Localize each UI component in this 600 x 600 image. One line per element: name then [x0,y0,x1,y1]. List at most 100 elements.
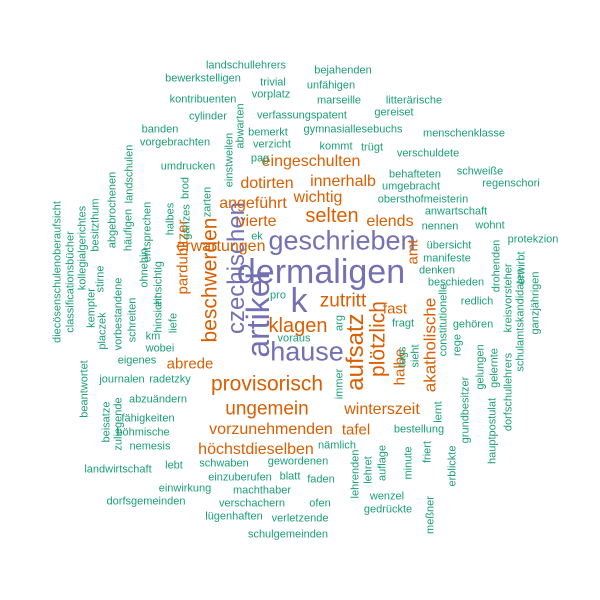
word: gereiset [374,106,414,119]
word: liefe [167,312,180,334]
word: ek [251,230,263,243]
word: schweiße [456,165,504,178]
word: schulamtskandidaten [514,268,527,372]
word: auflage [376,444,389,482]
word: immer [333,368,346,400]
word: hauptpostulat [486,397,499,465]
word: einzuberufen [208,471,272,484]
word: gymnasiallesebuchs [303,123,403,136]
word: fähigkeiten [121,412,175,425]
word: meßner [424,496,437,534]
word: nämlich [318,439,356,452]
word: friert [421,441,434,463]
word: kollegialgerichtes [76,205,89,291]
word: lebt [165,459,183,472]
word: ohnehin [138,248,151,288]
word: klagen [268,315,328,337]
word: akatholische [420,297,440,393]
word: regenschori [482,177,540,190]
word: schwaben [199,457,249,470]
word: landwirtschaft [84,463,152,476]
word: einstweilen [223,132,236,188]
word: wohnt [475,219,505,232]
word: innerhalb [310,173,376,190]
word: provisorisch [210,372,324,396]
word: placzek [96,312,109,350]
word: zutritt [319,290,367,312]
word: faden [307,473,335,486]
word: trivial [260,76,286,89]
word: abrede [166,355,214,373]
word: halbes [164,202,177,236]
word: protekzion [507,233,559,246]
word: beschieden [427,276,485,289]
word: vorgebrachten [139,136,211,149]
word: winterszeit [344,401,420,418]
word: lehrenden [349,449,362,499]
word: dotirten [240,175,294,192]
word: obersthofmeisterin [377,193,469,206]
word: journalen [99,373,145,386]
word: sieht [409,344,422,368]
word: ungemein [225,398,309,420]
word: voraus [277,332,311,345]
word: kontribuenten [169,93,237,106]
word: diecösenschulenoberaufsicht [51,201,64,343]
word: denken [418,264,456,277]
word: einwirkung [158,482,212,495]
word: bewerkstelligen [165,72,241,85]
word: umdrucken [160,160,216,173]
word: ganzjährigen [529,271,542,335]
word: classificationsbücher [64,231,77,333]
word: elends [366,213,414,230]
word: banden [141,123,179,136]
word: abwarten [234,103,247,149]
word: blatt [279,470,301,483]
word: abzuändern [128,393,188,406]
word: fast [382,300,408,318]
word: eingeschulten [261,153,361,170]
word: geschrieben [268,225,416,256]
word: ofen [309,497,331,510]
word: fragt [391,317,415,330]
word: erblickte [446,445,459,487]
word: marseille [316,94,362,107]
word: brod [179,176,192,200]
word: selten [305,205,359,227]
word: zarten [201,186,214,218]
word: menschenklasse [423,127,505,140]
word: verletzende [271,512,329,525]
word: pag [250,152,270,165]
word: kreisvorsteher [502,263,515,333]
word: schreiten [126,297,139,343]
word: besitzthum [89,198,102,252]
word: rege [451,333,464,357]
word: vorplatz [251,88,291,101]
word: aufsatz [342,313,369,391]
word: gewordenen [267,455,329,468]
word: lügenhaften [205,510,263,523]
word: übersicht [426,239,472,252]
word: gehören [452,318,494,331]
word: bemerkt [248,126,288,139]
word: bestellung [393,423,445,436]
word: grundbesitzer [459,376,472,444]
word: unfähigen [306,79,356,92]
word: cylinder [189,110,227,123]
word: landschulen [123,144,136,204]
word: litterärische [385,94,443,107]
word: tafel [341,421,371,439]
word: machthaber [232,484,292,497]
word: böhmische [116,426,170,439]
word: nemesis [129,440,171,453]
word: umgebracht [381,180,441,193]
word: gelernte [488,348,501,388]
word: zuliegende [112,397,125,451]
word: dermaligen [236,253,406,291]
word: arg [333,315,346,331]
word: pro [270,289,286,302]
word: gedrückte [363,503,413,516]
word: beschwerden [198,217,222,343]
word: höchstdieselben [198,441,314,458]
